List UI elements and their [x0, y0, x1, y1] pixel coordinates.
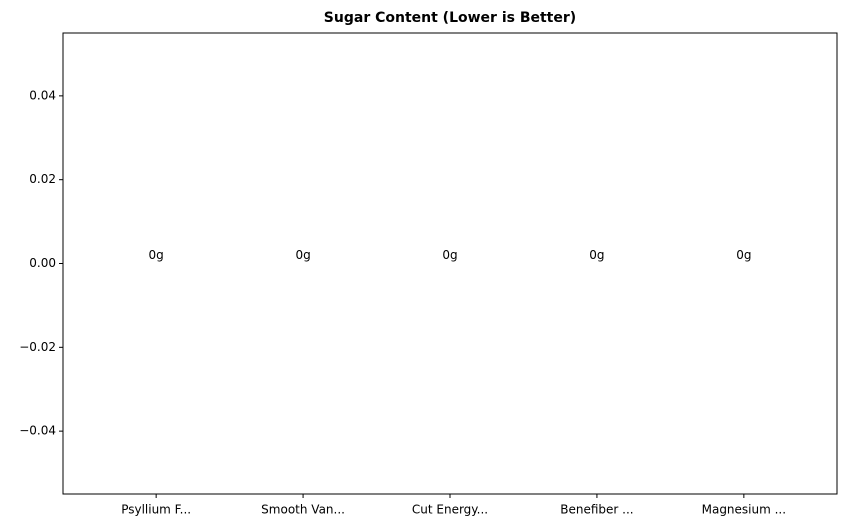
- value-label: 0g: [736, 248, 751, 262]
- chart-title: Sugar Content (Lower is Better): [324, 10, 576, 26]
- y-tick-label: 0.02: [29, 172, 56, 186]
- x-tick-label: Smooth Van...: [261, 503, 345, 517]
- x-tick-label: Psyllium F...: [121, 503, 191, 517]
- value-label: 0g: [149, 248, 164, 262]
- x-tick-label: Magnesium ...: [702, 503, 786, 517]
- value-label: 0g: [295, 248, 310, 262]
- x-tick-label: Benefiber ...: [560, 503, 633, 517]
- value-label: 0g: [442, 248, 457, 262]
- y-tick-label: 0.04: [29, 88, 56, 102]
- value-label: 0g: [589, 248, 604, 262]
- y-tick-label: −0.04: [19, 424, 56, 438]
- x-tick-label: Cut Energy...: [412, 503, 488, 517]
- y-tick-label: −0.02: [19, 340, 56, 354]
- y-tick-label: 0.00: [29, 256, 56, 270]
